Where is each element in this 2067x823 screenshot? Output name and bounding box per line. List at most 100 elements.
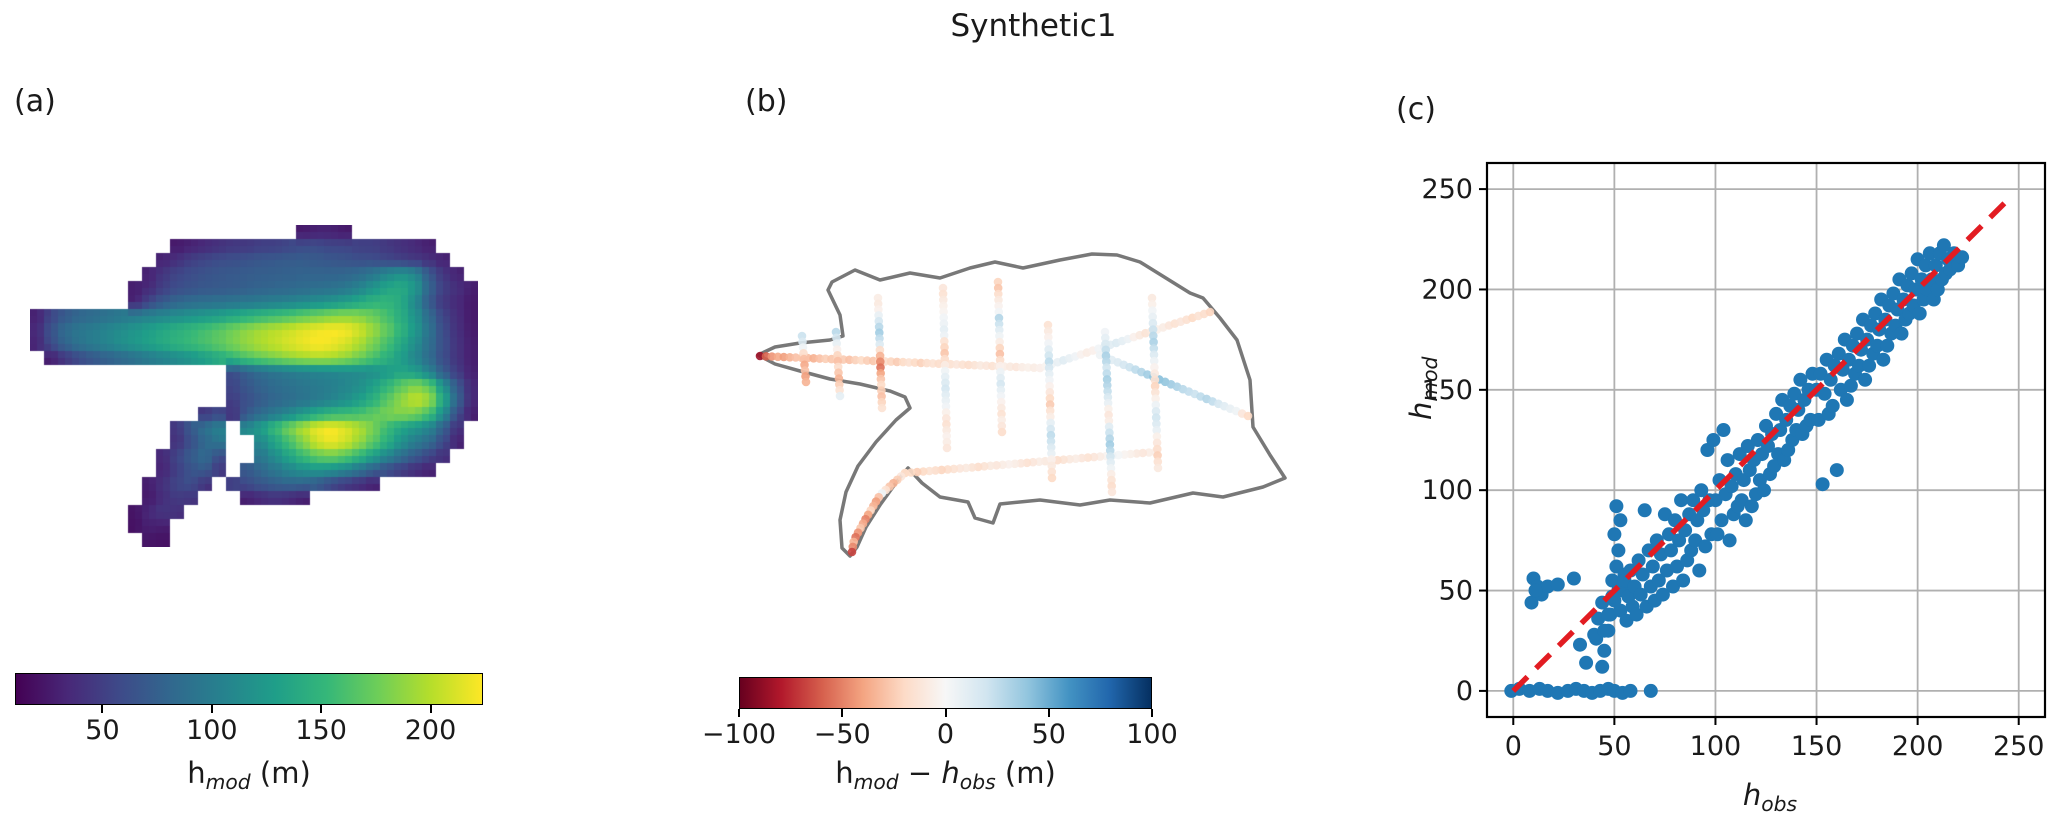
- scatter-point: [1524, 595, 1539, 610]
- difference-dot: [994, 319, 1004, 329]
- difference-dot: [941, 408, 951, 417]
- difference-dot: [997, 421, 1007, 431]
- difference-dot: [1044, 332, 1053, 342]
- scatter-point: [1744, 499, 1759, 514]
- difference-dot: [1046, 418, 1055, 428]
- difference-dot: [1243, 411, 1253, 421]
- scatter-point: [1773, 423, 1788, 437]
- scatter-point: [1651, 573, 1666, 588]
- difference-dot: [995, 361, 1005, 371]
- c-ylabel-h: h: [1404, 401, 1438, 420]
- scatter-point: [1912, 306, 1927, 321]
- difference-dot: [1045, 394, 1055, 403]
- difference-dot: [1149, 344, 1159, 353]
- colorbar-tick: [320, 705, 323, 713]
- scatter-point: [1767, 459, 1782, 474]
- scatter-point: [1579, 655, 1594, 670]
- colorbar-tick-label: 100: [186, 715, 238, 746]
- difference-dot: [1149, 331, 1158, 341]
- scatter-point: [1619, 613, 1634, 628]
- scatter-point: [1839, 392, 1854, 407]
- scatter-point: [1829, 463, 1844, 478]
- difference-dot: [942, 443, 952, 453]
- scatter-point: [1740, 439, 1755, 453]
- scatter-point: [1528, 583, 1543, 598]
- figure-title: Synthetic1: [950, 8, 1117, 44]
- difference-dot: [995, 331, 1004, 341]
- cbar-b-sub2: obs: [959, 770, 996, 794]
- difference-dot: [1047, 473, 1057, 483]
- x-tick-label: 50: [1597, 731, 1631, 762]
- scatter-point: [1664, 543, 1678, 558]
- colorbar-tick: [841, 709, 844, 717]
- colorbar-tick: [944, 709, 947, 717]
- difference-dot: [942, 431, 951, 441]
- scatter-point: [1708, 493, 1723, 508]
- scatter-point: [1657, 507, 1672, 522]
- difference-dot: [1151, 400, 1161, 410]
- scatter-point: [1813, 366, 1828, 381]
- x-tick-label: 150: [1791, 731, 1843, 762]
- scatter-point: [1734, 493, 1749, 508]
- difference-dot: [1148, 306, 1157, 315]
- colorbar-tick-label: 50: [85, 715, 120, 746]
- axes-spines: [1485, 161, 2047, 719]
- colorbar-tick-label: 50: [1031, 719, 1066, 750]
- scatter-point: [1676, 573, 1691, 588]
- colorbar-tick-label: 0: [936, 719, 955, 750]
- scatter-point: [1868, 306, 1883, 321]
- difference-dot: [1153, 451, 1162, 460]
- scatter-point: [1607, 527, 1622, 542]
- difference-dot: [940, 360, 950, 370]
- scatter-point: [1631, 553, 1646, 568]
- difference-dot: [1150, 363, 1159, 372]
- x-tick-label: 200: [1892, 731, 1944, 762]
- colorbar-tick: [101, 705, 104, 713]
- difference-dot: [1153, 457, 1163, 466]
- scatter-point: [1955, 250, 1970, 265]
- scatter-point: [1716, 423, 1731, 437]
- scatter-point: [1880, 338, 1895, 353]
- scatter-point: [1918, 258, 1933, 273]
- difference-dot: [1147, 293, 1157, 303]
- scatter-point: [1858, 372, 1873, 387]
- x-tick-label: 0: [1505, 731, 1522, 762]
- difference-dot: [1107, 475, 1116, 485]
- difference-dot: [996, 373, 1005, 383]
- difference-dot: [995, 325, 1004, 335]
- difference-dot: [994, 307, 1004, 317]
- difference-dot: [801, 377, 811, 387]
- difference-dot: [1205, 307, 1215, 317]
- difference-dot: [1044, 351, 1054, 360]
- scatter-point: [1613, 513, 1628, 528]
- difference-dot: [997, 409, 1006, 419]
- difference-dot: [1151, 407, 1161, 416]
- scatter-point: [1876, 352, 1891, 367]
- scatter-point: [1769, 406, 1784, 421]
- scatter-point: [1698, 539, 1713, 554]
- difference-dot: [1045, 369, 1054, 379]
- difference-dot: [1150, 375, 1160, 385]
- x-tick-label: 100: [1690, 731, 1742, 762]
- difference-dot: [1149, 350, 1159, 359]
- difference-dot: [1150, 381, 1160, 391]
- scatter-point: [1550, 577, 1565, 592]
- panel-b-colorbar-title: hmod − hobs (m): [739, 756, 1152, 794]
- c-xlabel-sub: obs: [1761, 792, 1798, 816]
- scatter-point: [1672, 533, 1687, 548]
- colorbar-tick-label: −100: [701, 719, 777, 750]
- difference-dot: [1151, 388, 1160, 397]
- scatter-point: [1750, 433, 1765, 447]
- c-xlabel-h: h: [1742, 778, 1762, 812]
- scatter-point: [1706, 433, 1721, 447]
- scatter-point: [1852, 358, 1866, 373]
- difference-dot: [1151, 413, 1161, 422]
- panel-b-label: (b): [745, 84, 788, 119]
- y-tick-label: 50: [1439, 576, 1473, 607]
- scatter-point: [1787, 386, 1802, 401]
- difference-dot: [994, 301, 1003, 311]
- difference-dot: [996, 367, 1005, 377]
- axis-ticks: 0 50 100 150 200 250 0 50 100 150 200 250: [1421, 174, 2044, 762]
- cbar-a-h: h: [187, 756, 206, 790]
